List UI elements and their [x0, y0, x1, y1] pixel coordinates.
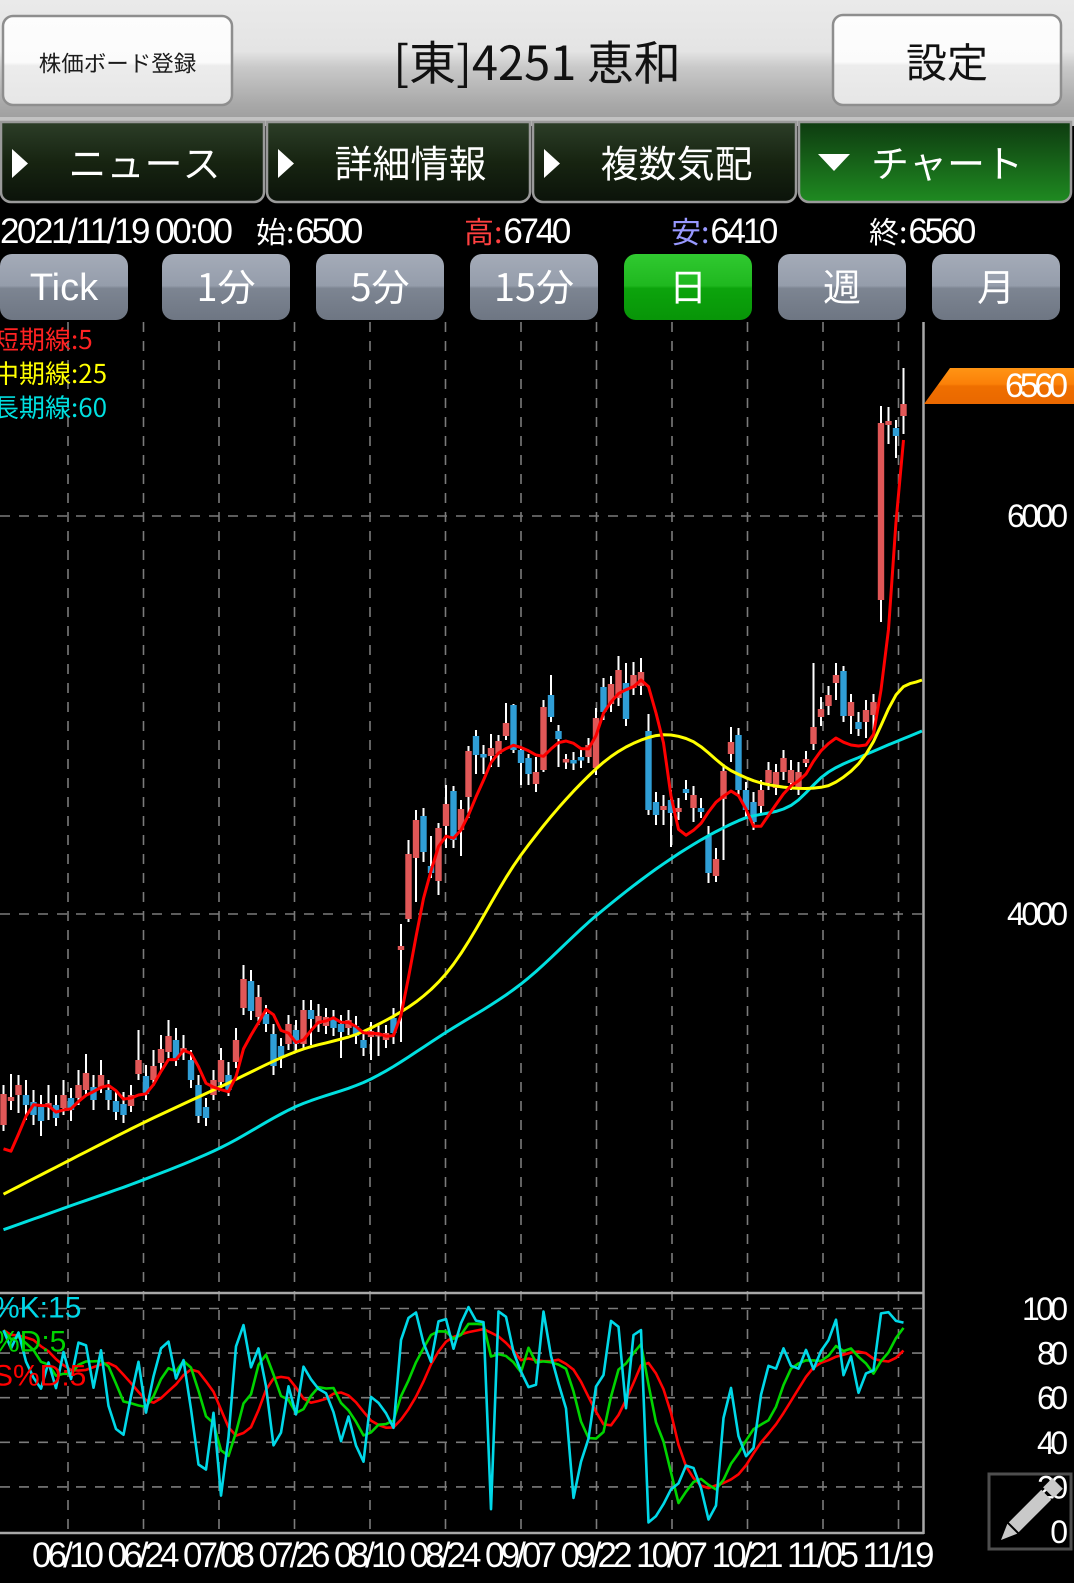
svg-text:6560: 6560	[908, 212, 976, 251]
svg-text:Tick: Tick	[30, 267, 99, 309]
svg-text:07/08: 07/08	[183, 1536, 255, 1575]
svg-text:07/26: 07/26	[259, 1536, 331, 1575]
svg-text:2021/11/19 00:00: 2021/11/19 00:00	[0, 212, 233, 251]
svg-text:6740: 6740	[503, 212, 571, 251]
svg-text:09/07: 09/07	[485, 1536, 557, 1575]
svg-text:08/24: 08/24	[410, 1536, 482, 1575]
svg-text:6500: 6500	[295, 212, 363, 251]
svg-text:4000: 4000	[1007, 896, 1068, 932]
svg-text:11/05: 11/05	[787, 1536, 859, 1575]
svg-text:0: 0	[1050, 1514, 1068, 1550]
svg-text:60: 60	[1037, 1380, 1068, 1416]
svg-text:10/07: 10/07	[636, 1536, 708, 1575]
svg-text:40: 40	[1037, 1425, 1068, 1461]
svg-text:09/22: 09/22	[561, 1536, 633, 1575]
svg-text:6000: 6000	[1007, 498, 1068, 534]
svg-text:%K:15: %K:15	[0, 1292, 81, 1325]
svg-text:6560: 6560	[1005, 367, 1068, 405]
svg-text:06/24: 06/24	[108, 1536, 180, 1575]
svg-text:S%D:5: S%D:5	[0, 1360, 86, 1393]
svg-text:%D:5: %D:5	[0, 1326, 66, 1359]
svg-text:08/10: 08/10	[334, 1536, 406, 1575]
svg-text:11/19: 11/19	[863, 1536, 935, 1575]
svg-text:06/10: 06/10	[32, 1536, 104, 1575]
svg-text:10/21: 10/21	[712, 1536, 784, 1575]
svg-text:6410: 6410	[710, 212, 778, 251]
svg-text:80: 80	[1037, 1336, 1068, 1372]
svg-text:100: 100	[1022, 1291, 1068, 1327]
